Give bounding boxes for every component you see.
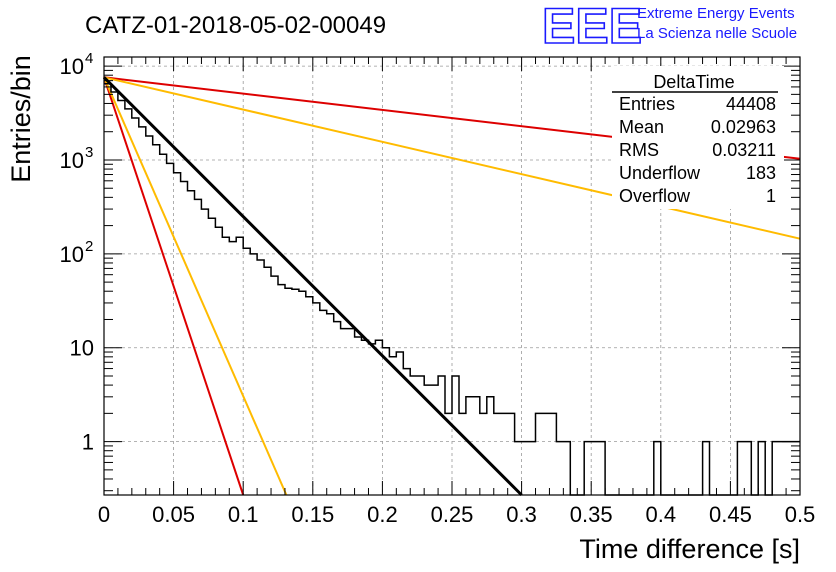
y-tick-label-exp: 3 [85,144,93,161]
y-axis-title: Entries/bin [6,55,36,183]
histogram [104,82,800,496]
x-tick-labels: 0 0.05 0.1 0.15 0.2 0.25 0.3 0.35 0.4 0.45 0.5 [98,502,815,527]
y-tick-label: 1 [82,430,94,455]
x-tick-label: 0.25 [431,502,474,527]
y-tick-label-exp: 2 [85,238,93,255]
stats-label-entries: Entries [619,94,675,114]
reference-line [103,76,245,496]
stats-value-entries: 44408 [726,94,776,114]
stats-label-underflow: Underflow [619,163,701,183]
reference-line [103,76,801,240]
y-tick-label: 10 [60,148,84,173]
x-tick-label: 0.05 [152,502,195,527]
x-tick-label: 0 [98,502,110,527]
stats-label-overflow: Overflow [619,186,691,206]
chart-title: CATZ-01-2018-05-02-00049 [85,12,386,39]
x-tick-label: 0.3 [506,502,537,527]
fit-curves [102,76,523,497]
stats-label-mean: Mean [619,117,664,137]
histogram-step-line [104,82,800,496]
eee-logo-line1: Extreme Energy Events [637,5,795,22]
reference-line [103,76,288,496]
eee-logo: EEE Extreme Energy Events La Scienza nel… [541,0,797,55]
y-tick-label: 10 [60,242,84,267]
stats-value-overflow: 1 [766,186,776,206]
stats-label-rms: RMS [619,140,659,160]
x-tick-label: 0.2 [367,502,398,527]
eee-logo-line2: La Scienza nelle Scuole [637,25,797,42]
x-tick-label: 0.35 [570,502,613,527]
stats-value-mean: 0.02963 [711,117,776,137]
y-tick-label: 10 [70,336,94,361]
stats-value-rms: 0.03211 [712,140,776,160]
stats-box: DeltaTime Entries 44408 Mean 0.02963 RMS… [612,66,784,209]
axis-ticks [103,57,801,495]
eee-logo-mark: EEE [542,0,642,54]
x-tick-label: 0.15 [291,502,334,527]
x-tick-label: 0.4 [646,502,677,527]
stats-title: DeltaTime [653,72,734,92]
y-tick-label-exp: 4 [85,50,93,67]
x-tick-label: 0.5 [785,502,816,527]
x-axis-title: Time difference [s] [579,534,800,564]
x-tick-label: 0.45 [709,502,752,527]
stats-box-bg [612,66,784,209]
y-tick-label: 10 [60,54,84,79]
stats-value-underflow: 183 [746,163,776,183]
x-tick-label: 0.1 [228,502,259,527]
fit-line [102,76,523,497]
